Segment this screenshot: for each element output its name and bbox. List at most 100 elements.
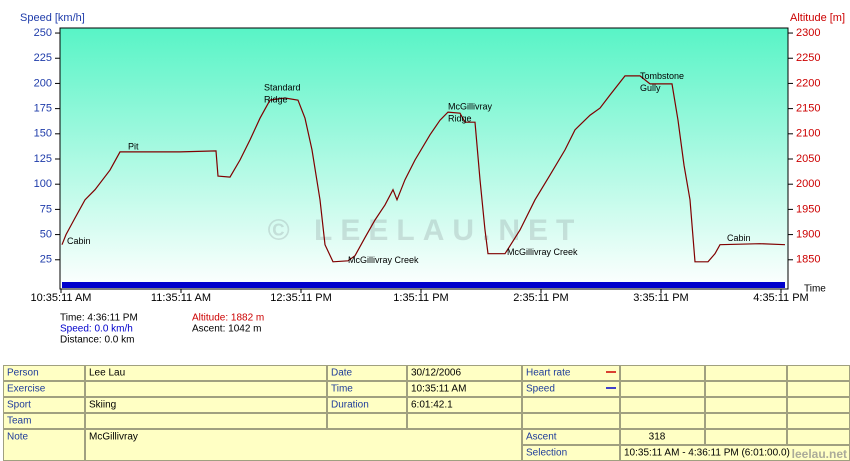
table-cell xyxy=(787,397,850,413)
table-cell xyxy=(705,429,787,445)
y2-axis-label: Altitude [m] xyxy=(790,12,845,24)
cell-label: Time xyxy=(331,384,353,395)
table-cell xyxy=(705,413,787,429)
table-cell xyxy=(787,429,850,445)
y-tick-label: 75 xyxy=(40,203,52,215)
annotation: McGillivray Creek xyxy=(507,247,578,257)
table-cell xyxy=(327,381,407,397)
table-cell xyxy=(522,365,620,381)
annotation: Standard xyxy=(264,82,301,92)
table-cell xyxy=(787,365,850,381)
watermark: leelau.net xyxy=(792,447,847,461)
cell-value: 6:01:42.1 xyxy=(411,400,453,411)
table-cell xyxy=(3,381,85,397)
y2-tick-label: 2300 xyxy=(796,27,820,39)
x-tick-label: 4:35:11 PM xyxy=(753,292,808,304)
table-cell xyxy=(522,397,620,413)
cell-label: Exercise xyxy=(7,384,46,395)
cell-value: 318 xyxy=(649,432,666,443)
y-axis-label: Speed [km/h] xyxy=(20,12,85,24)
table-cell xyxy=(85,429,522,461)
table-cell xyxy=(327,365,407,381)
table-cell xyxy=(85,365,327,381)
x-tick-label: 1:35:11 PM xyxy=(393,292,448,304)
table-cell xyxy=(787,413,850,429)
table-cell xyxy=(705,397,787,413)
cell-label: Selection xyxy=(526,448,567,459)
readout-altitude: Altitude: 1882 m xyxy=(192,313,264,324)
table-cell xyxy=(705,365,787,381)
annotation: Pit xyxy=(128,141,139,151)
table-cell xyxy=(787,381,850,397)
cell-value: McGillivray xyxy=(89,432,138,443)
readout-ascent: Ascent: 1042 m xyxy=(192,324,261,335)
cell-label: Team xyxy=(7,416,31,427)
table-cell xyxy=(407,381,522,397)
x-tick-label: 3:35:11 PM xyxy=(633,292,688,304)
x-axis-label: Time xyxy=(804,284,826,295)
y2-tick-label: 1850 xyxy=(796,254,820,266)
watermark: © LEELAU.NET xyxy=(268,214,583,247)
cell-label: Ascent xyxy=(526,432,557,443)
annotation: McGillivray Creek xyxy=(348,255,419,265)
x-tick-label: 11:35:11 AM xyxy=(151,292,211,304)
y2-tick-label: 2100 xyxy=(796,128,820,140)
cell-label: Heart rate xyxy=(526,368,571,379)
readout-time: Time: 4:36:11 PM xyxy=(60,313,138,324)
y-tick-label: 175 xyxy=(34,103,52,115)
table-cell xyxy=(620,365,705,381)
table-cell xyxy=(407,397,522,413)
table-cell xyxy=(85,397,327,413)
table-cell xyxy=(327,413,407,429)
cell-label: Person xyxy=(7,368,39,379)
table-cell xyxy=(407,413,522,429)
y2-tick-label: 2000 xyxy=(796,178,820,190)
altitude-line xyxy=(61,75,786,263)
y2-tick-label: 1950 xyxy=(796,203,820,215)
y2-tick-label: 2050 xyxy=(796,153,820,165)
table-cell xyxy=(620,397,705,413)
table-cell xyxy=(620,381,705,397)
table-cell xyxy=(522,413,620,429)
cell-label: Note xyxy=(7,432,29,443)
table-cell xyxy=(3,365,85,381)
annotation: McGillivray xyxy=(448,101,492,111)
x-tick-label: 10:35:11 AM xyxy=(31,292,92,304)
cell-label: Duration xyxy=(331,400,369,411)
annotation: Tombstone xyxy=(640,71,684,81)
y2-tick-label: 2200 xyxy=(796,77,820,89)
table-cell xyxy=(3,413,85,429)
table-cell xyxy=(407,365,522,381)
annotation: Ridge xyxy=(448,113,472,123)
cell-value: 30/12/2006 xyxy=(411,368,461,379)
plot-area xyxy=(59,27,789,290)
y-tick-label: 250 xyxy=(34,27,52,39)
x-tick-label: 12:35:11 PM xyxy=(270,292,332,304)
table-cell xyxy=(3,397,85,413)
cell-label: Sport xyxy=(7,400,31,411)
annotation: Gully xyxy=(640,83,661,93)
table-cell xyxy=(705,381,787,397)
table-cell xyxy=(522,429,620,445)
y-tick-label: 225 xyxy=(34,52,52,64)
y2-tick-label: 2250 xyxy=(796,52,820,64)
readout-speed: Speed: 0.0 km/h xyxy=(60,324,133,335)
y2-tick-label: 2150 xyxy=(796,103,820,115)
y2-tick-label: 1900 xyxy=(796,228,820,240)
y-tick-label: 125 xyxy=(34,153,52,165)
table-cell xyxy=(620,413,705,429)
cell-label: Speed xyxy=(526,384,555,395)
table-cell xyxy=(620,429,705,445)
cell-value: Lee Lau xyxy=(89,368,125,379)
readout-distance: Distance: 0.0 km xyxy=(60,335,134,346)
cell-label: Date xyxy=(331,368,353,379)
y-tick-label: 150 xyxy=(34,128,52,140)
annotation: Ridge xyxy=(264,94,288,104)
x-tick-label: 2:35:11 PM xyxy=(513,292,568,304)
cell-value: 10:35:11 AM xyxy=(411,384,466,395)
table-cell xyxy=(522,381,620,397)
annotation: Cabin xyxy=(727,233,751,243)
table-cell xyxy=(85,381,327,397)
table-cell xyxy=(85,413,327,429)
